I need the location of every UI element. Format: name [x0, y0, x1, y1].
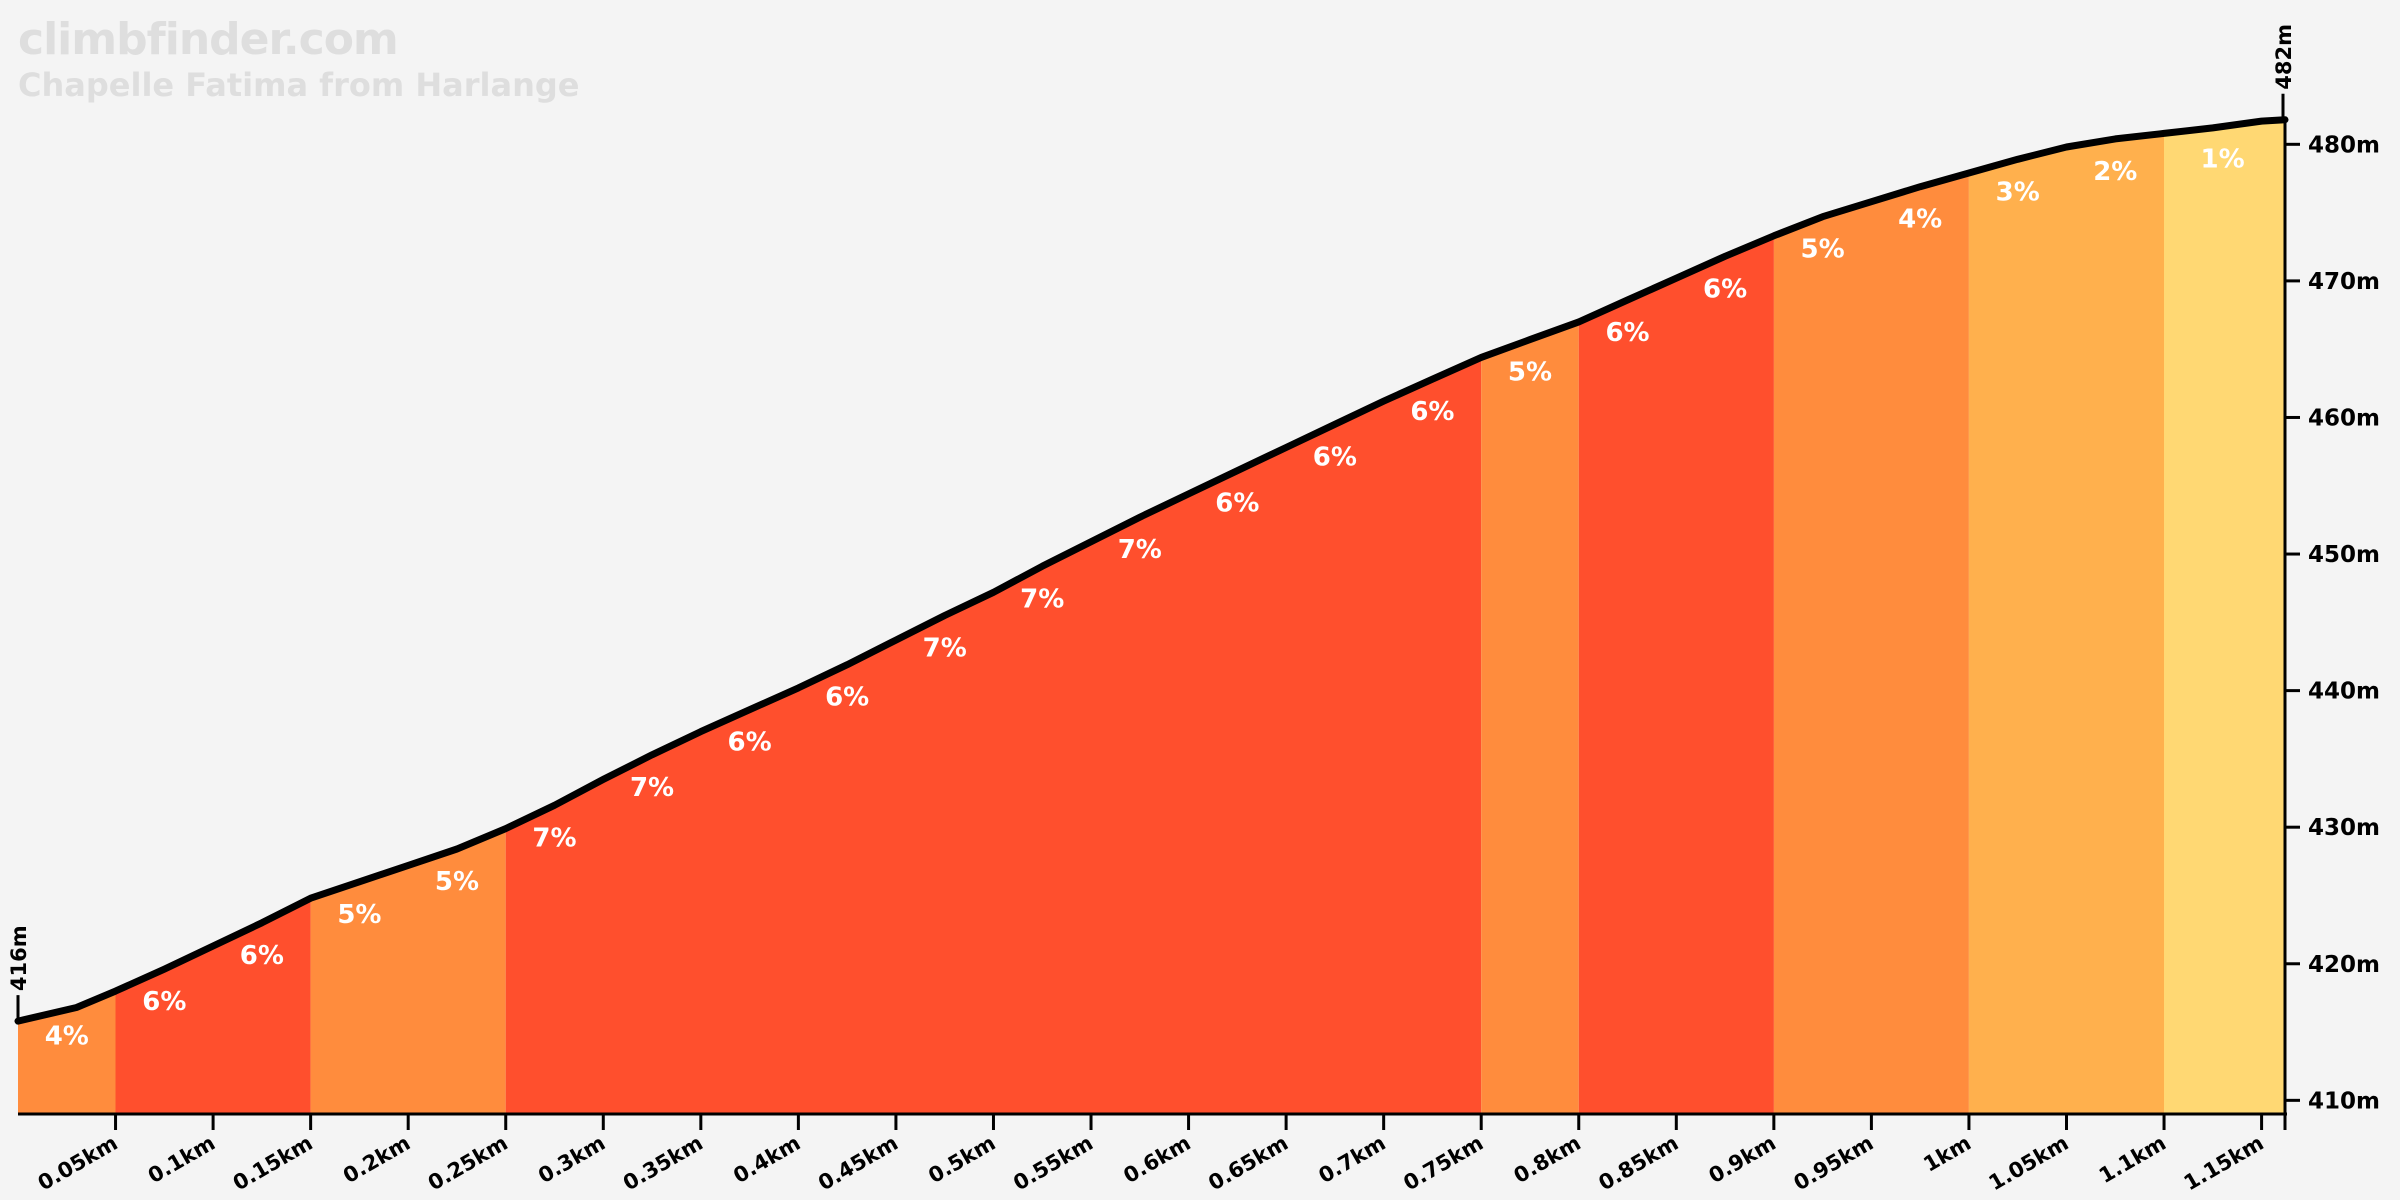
gradient-label-23: 1% [2200, 145, 2244, 175]
x-tick-label-11: 0.55km [1009, 1131, 1097, 1196]
gradient-label-7: 7% [630, 773, 674, 803]
start-elevation-label: 416m [7, 925, 31, 991]
x-tick-label-19: 0.95km [1790, 1131, 1878, 1196]
x-tick-label-20: 1km [1919, 1131, 1975, 1177]
x-tick-label-18: 0.9km [1705, 1131, 1780, 1188]
gradient-label-8: 6% [728, 728, 772, 758]
y-tick-label-1: 410m [2308, 1088, 2380, 1114]
x-tick-label-13: 0.65km [1204, 1131, 1292, 1196]
gradient-label-15: 6% [1410, 397, 1454, 427]
x-tick-label-14: 0.7km [1314, 1131, 1389, 1188]
gradient-label-5: 5% [435, 867, 479, 897]
gradient-segment-1 [18, 991, 116, 1114]
x-tick-label-9: 0.45km [814, 1131, 902, 1196]
gradient-segments [18, 119, 2285, 1115]
x-tick-label-5: 0.25km [424, 1131, 512, 1196]
y-tick-label-3: 430m [2308, 815, 2380, 841]
x-tick-label-4: 0.2km [339, 1131, 414, 1188]
gradient-label-11: 7% [1020, 584, 1064, 614]
gradient-segment-9 [2164, 119, 2285, 1114]
x-tick-label-8: 0.4km [729, 1131, 804, 1188]
endpoint-markers: 416m 482m [7, 24, 2296, 1022]
x-tick-label-1: 0.05km [34, 1131, 122, 1196]
gradient-label-21: 3% [1996, 177, 2040, 207]
x-tick-label-7: 0.35km [619, 1131, 707, 1196]
x-tick-label-21: 1.05km [1985, 1131, 2073, 1196]
gradient-labels: 4% 6% 6% 5% 5% 7% 7% 6% 6% 7% 7% 7% 6% 6% 6% 5% 6% 6% 5% 4%… [45, 145, 2245, 1052]
x-tick-label-16: 0.8km [1510, 1131, 1585, 1188]
gradient-label-16: 5% [1508, 358, 1552, 388]
x-tick-label-2: 0.1km [144, 1131, 219, 1188]
y-tick-label-2: 420m [2308, 952, 2380, 978]
y-tick-label-5: 450m [2308, 542, 2380, 568]
x-tick-label-22: 1.1km [2095, 1131, 2170, 1188]
gradient-segment-8 [1968, 133, 2164, 1114]
gradient-label-19: 5% [1801, 235, 1845, 265]
gradient-label-13: 6% [1215, 489, 1259, 519]
gradient-segment-7 [1773, 173, 1969, 1114]
y-tick-label-7: 470m [2308, 269, 2380, 295]
gradient-label-3: 6% [240, 941, 284, 971]
y-tick-label-8: 480m [2308, 132, 2380, 158]
gradient-label-1: 4% [45, 1021, 89, 1051]
x-tick-label-6: 0.3km [534, 1131, 609, 1188]
x-tick-label-3: 0.15km [229, 1131, 317, 1196]
gradient-label-20: 4% [1898, 205, 1942, 235]
gradient-label-12: 7% [1118, 535, 1162, 565]
climb-title: Chapelle Fatima from Harlange [18, 66, 580, 104]
x-tick-label-12: 0.6km [1119, 1131, 1194, 1188]
gradient-label-9: 6% [825, 683, 869, 713]
x-tick-label-17: 0.85km [1594, 1131, 1682, 1196]
gradient-label-4: 5% [337, 900, 381, 930]
gradient-label-2: 6% [142, 987, 186, 1017]
gradient-label-10: 7% [923, 634, 967, 664]
gradient-label-18: 6% [1703, 274, 1747, 304]
profile-line-layer [14, 116, 2289, 1025]
x-tick-label-15: 0.75km [1399, 1131, 1487, 1196]
x-tick-label-10: 0.5km [924, 1131, 999, 1188]
elevation-profile-line [14, 116, 2289, 1025]
gradient-label-17: 6% [1605, 318, 1649, 348]
gradient-segment-5 [1481, 321, 1579, 1114]
y-tick-label-4: 440m [2308, 679, 2380, 705]
gradient-label-14: 6% [1313, 442, 1357, 472]
gradient-segment-4 [505, 357, 1482, 1114]
site-watermark: climbfinder.com [18, 14, 399, 65]
end-elevation-label: 482m [2272, 24, 2296, 90]
x-tick-label-23: 1.15km [2180, 1131, 2268, 1196]
y-tick-label-6: 460m [2308, 405, 2380, 431]
gradient-segment-2 [115, 898, 311, 1114]
gradient-label-6: 7% [532, 823, 576, 853]
gradient-segment-6 [1578, 235, 1774, 1115]
gradient-segment-3 [310, 828, 506, 1114]
gradient-label-22: 2% [2093, 157, 2137, 187]
